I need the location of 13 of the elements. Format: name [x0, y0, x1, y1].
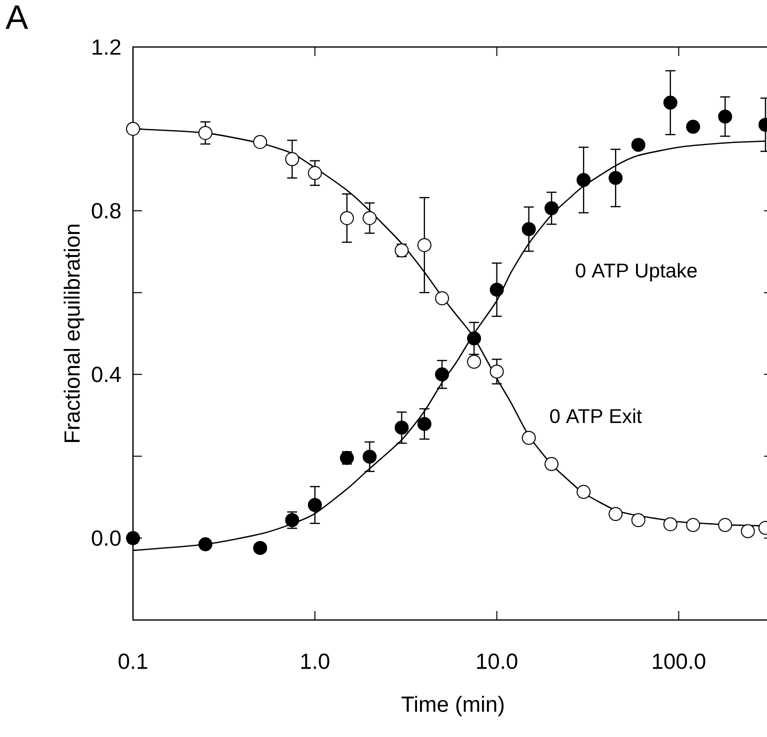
x-axis-title: Time (min): [402, 696, 504, 716]
text: A: [6, 6, 28, 29]
y-tick-label: 1.2: [92, 39, 120, 55]
x-tick-label: 0.1: [118, 654, 148, 670]
y-tick-label: 0.0: [92, 530, 121, 546]
series-label: 0 ATP Exit: [550, 408, 642, 424]
y-axis-title: Fractional equilibration: [64, 224, 84, 442]
text: 0 ATP Uptake: [576, 262, 697, 282]
x-tick-label: 100.0: [652, 654, 706, 670]
y-tick-label: 0.8: [92, 202, 121, 218]
x-tick-label: 1.0: [301, 654, 330, 670]
y-tick-label: 0.4: [92, 366, 121, 382]
x-tick-label: 10.0: [477, 654, 518, 670]
